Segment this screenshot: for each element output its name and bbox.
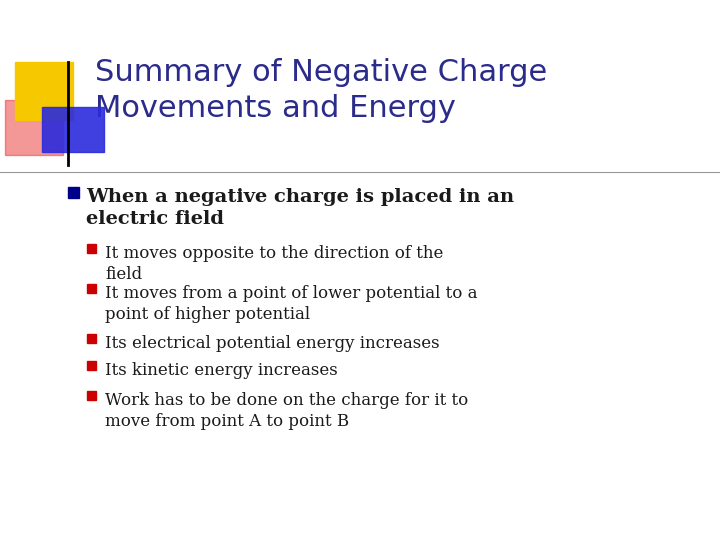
Bar	[87, 391, 96, 400]
Bar	[42, 107, 104, 152]
Text: When a negative charge is placed in an
electric field: When a negative charge is placed in an e…	[86, 188, 514, 228]
Bar	[87, 244, 96, 253]
Bar	[68, 187, 79, 198]
Text: Its electrical potential energy increases: Its electrical potential energy increase…	[105, 335, 440, 352]
Bar	[87, 334, 96, 343]
Text: It moves from a point of lower potential to a
point of higher potential: It moves from a point of lower potential…	[105, 285, 477, 323]
Text: It moves opposite to the direction of the
field: It moves opposite to the direction of th…	[105, 245, 444, 283]
Text: Work has to be done on the charge for it to
move from point A to point B: Work has to be done on the charge for it…	[105, 392, 468, 430]
Bar	[15, 62, 73, 120]
Text: Summary of Negative Charge
Movements and Energy: Summary of Negative Charge Movements and…	[95, 58, 547, 123]
Bar	[87, 284, 96, 293]
Bar	[5, 100, 63, 155]
Bar	[87, 361, 96, 370]
Text: Its kinetic energy increases: Its kinetic energy increases	[105, 362, 338, 379]
